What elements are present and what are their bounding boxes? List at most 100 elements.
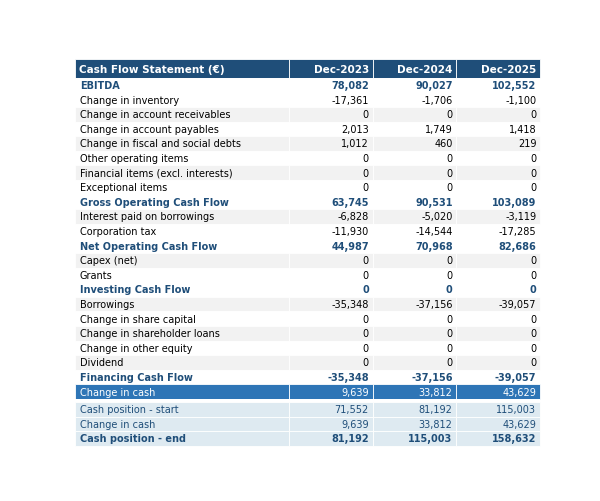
Bar — [289, 195, 373, 210]
Bar — [75, 195, 289, 210]
Bar — [457, 93, 540, 108]
Bar — [457, 180, 540, 195]
Bar — [373, 137, 457, 151]
Text: 0: 0 — [446, 154, 452, 164]
Bar — [75, 341, 289, 355]
Text: Interest paid on borrowings: Interest paid on borrowings — [80, 212, 214, 222]
Bar — [75, 417, 289, 431]
Text: 71,552: 71,552 — [335, 404, 369, 414]
Text: 0: 0 — [446, 271, 452, 280]
Text: 0: 0 — [446, 285, 452, 295]
Bar — [75, 122, 289, 137]
Text: Dec-2023: Dec-2023 — [314, 65, 369, 74]
Bar — [289, 137, 373, 151]
Text: 158,632: 158,632 — [492, 434, 536, 443]
Text: Financing Cash Flow: Financing Cash Flow — [80, 372, 193, 382]
Text: 0: 0 — [530, 285, 536, 295]
Text: 0: 0 — [446, 168, 452, 178]
Text: Change in share capital: Change in share capital — [80, 314, 196, 324]
Text: Change in other equity: Change in other equity — [80, 343, 192, 353]
Text: -17,285: -17,285 — [499, 226, 536, 236]
Text: Change in cash: Change in cash — [80, 419, 155, 429]
Text: 1,012: 1,012 — [341, 139, 369, 149]
Text: -35,348: -35,348 — [327, 372, 369, 382]
Bar — [75, 268, 289, 283]
Bar — [75, 297, 289, 312]
Bar — [457, 341, 540, 355]
Bar — [75, 385, 289, 399]
Bar — [289, 326, 373, 341]
Bar — [373, 417, 457, 431]
Bar — [457, 166, 540, 180]
Bar — [373, 312, 457, 326]
Bar — [457, 370, 540, 385]
Bar — [373, 268, 457, 283]
Bar — [75, 283, 289, 297]
Bar — [289, 402, 373, 417]
Text: 90,531: 90,531 — [415, 197, 452, 207]
Bar — [457, 431, 540, 446]
Bar — [75, 254, 289, 268]
Text: EBITDA: EBITDA — [80, 81, 119, 91]
Text: 63,745: 63,745 — [331, 197, 369, 207]
Bar — [289, 166, 373, 180]
Bar — [75, 312, 289, 326]
Bar — [75, 93, 289, 108]
Text: 0: 0 — [530, 154, 536, 164]
Bar — [373, 60, 457, 79]
Bar — [75, 210, 289, 224]
Bar — [373, 180, 457, 195]
Text: Capex (net): Capex (net) — [80, 256, 137, 266]
Text: 70,968: 70,968 — [415, 241, 452, 251]
Text: Change in shareholder loans: Change in shareholder loans — [80, 329, 220, 339]
Text: 0: 0 — [530, 314, 536, 324]
Bar — [457, 210, 540, 224]
Bar — [457, 151, 540, 166]
Text: -17,361: -17,361 — [332, 96, 369, 106]
Text: 0: 0 — [363, 314, 369, 324]
Bar — [75, 399, 540, 402]
Bar — [75, 151, 289, 166]
Bar — [75, 239, 289, 254]
Text: 81,192: 81,192 — [419, 404, 452, 414]
Bar — [289, 370, 373, 385]
Text: Grants: Grants — [80, 271, 112, 280]
Text: 0: 0 — [446, 314, 452, 324]
Text: 82,686: 82,686 — [499, 241, 536, 251]
Bar — [289, 79, 373, 93]
Text: Change in inventory: Change in inventory — [80, 96, 179, 106]
Bar — [75, 180, 289, 195]
Text: 90,027: 90,027 — [415, 81, 452, 91]
Text: 0: 0 — [363, 271, 369, 280]
Text: 33,812: 33,812 — [419, 387, 452, 397]
Bar — [75, 370, 289, 385]
Bar — [373, 93, 457, 108]
Text: 0: 0 — [363, 154, 369, 164]
Text: 0: 0 — [363, 256, 369, 266]
Bar — [75, 108, 289, 122]
Bar — [457, 137, 540, 151]
Bar — [75, 137, 289, 151]
Bar — [289, 254, 373, 268]
Text: 115,003: 115,003 — [409, 434, 452, 443]
Bar — [457, 385, 540, 399]
Text: Change in fiscal and social debts: Change in fiscal and social debts — [80, 139, 241, 149]
Bar — [457, 60, 540, 79]
Text: Cash Flow Statement (€): Cash Flow Statement (€) — [79, 65, 224, 74]
Bar — [373, 431, 457, 446]
Text: -6,828: -6,828 — [338, 212, 369, 222]
Text: 102,552: 102,552 — [492, 81, 536, 91]
Bar — [289, 417, 373, 431]
Bar — [373, 385, 457, 399]
Bar — [289, 122, 373, 137]
Text: -1,100: -1,100 — [505, 96, 536, 106]
Bar — [289, 108, 373, 122]
Text: 1,418: 1,418 — [509, 125, 536, 135]
Bar — [457, 355, 540, 370]
Text: Borrowings: Borrowings — [80, 300, 134, 310]
Bar — [373, 370, 457, 385]
Bar — [373, 402, 457, 417]
Text: 0: 0 — [530, 256, 536, 266]
Bar — [457, 283, 540, 297]
Text: -11,930: -11,930 — [332, 226, 369, 236]
